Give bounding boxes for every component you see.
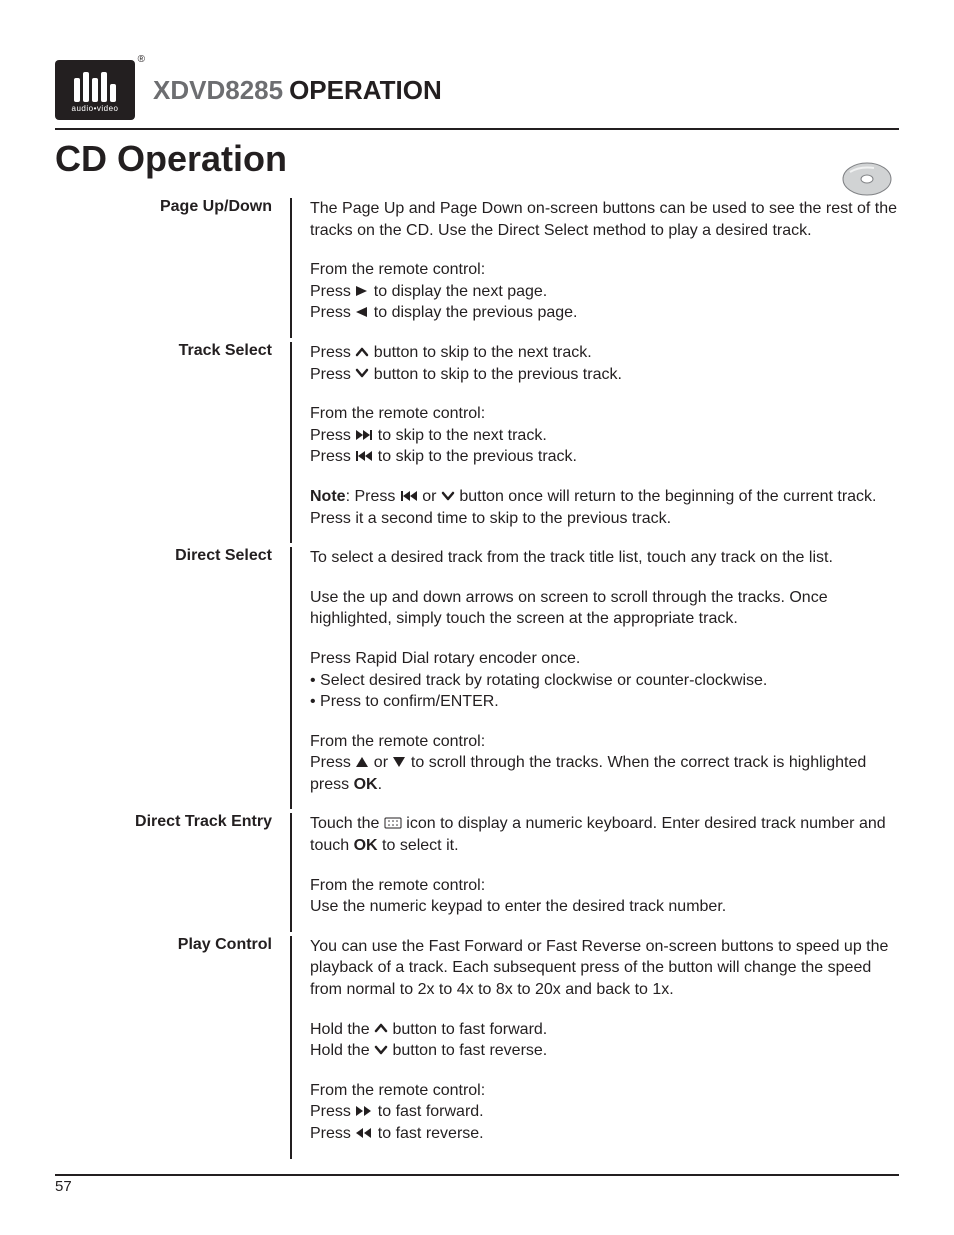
brand-logo: ® audio•video	[55, 60, 135, 120]
section-row: Direct Select To select a desired track f…	[95, 547, 899, 809]
header-title: XDVD8285 OPERATION	[153, 75, 442, 106]
section-body: Touch the icon to display a numeric keyb…	[290, 813, 899, 931]
footer-rule	[55, 1174, 899, 1176]
paragraph: To select a desired track from the track…	[310, 547, 899, 569]
section-label: Play Control	[95, 936, 290, 1159]
section-body: Press button to skip to the next track.P…	[290, 342, 899, 543]
section-label: Page Up/Down	[95, 198, 290, 338]
section-row: Track Select Press button to skip to the …	[95, 342, 899, 543]
paragraph: From the remote control:Press or to scro…	[310, 731, 899, 796]
section-body: You can use the Fast Forward or Fast Rev…	[290, 936, 899, 1159]
header-operation: OPERATION	[289, 75, 442, 106]
paragraph: Press Rapid Dial rotary encoder once.• S…	[310, 648, 899, 713]
model-number: XDVD8285	[153, 75, 283, 106]
paragraph: Use the up and down arrows on screen to …	[310, 587, 899, 630]
section-label: Direct Select	[95, 547, 290, 809]
header: ® audio•video XDVD8285 OPERATION	[55, 60, 899, 120]
section-row: Direct Track Entry Touch the icon to disp…	[95, 813, 899, 931]
paragraph: From the remote control:Use the numeric …	[310, 875, 899, 918]
paragraph: From the remote control:Press to display…	[310, 259, 899, 324]
paragraph: Touch the icon to display a numeric keyb…	[310, 813, 899, 856]
paragraph: Note: Press or button once will return t…	[310, 486, 899, 529]
paragraph: Hold the button to fast forward.Hold the…	[310, 1019, 899, 1062]
section-row: Page Up/Down The Page Up and Page Down on…	[95, 198, 899, 338]
header-rule	[55, 128, 899, 130]
footer: 57	[55, 1174, 899, 1195]
paragraph: Press button to skip to the next track.P…	[310, 342, 899, 385]
paragraph: From the remote control:Press to skip to…	[310, 403, 899, 468]
section-title: CD Operation	[55, 138, 899, 180]
paragraph: You can use the Fast Forward or Fast Rev…	[310, 936, 899, 1001]
logo-subtext: audio•video	[72, 104, 119, 113]
paragraph: The Page Up and Page Down on-screen butt…	[310, 198, 899, 241]
paragraph: From the remote control:Press to fast fo…	[310, 1080, 899, 1145]
section-label: Direct Track Entry	[95, 813, 290, 931]
section-label: Track Select	[95, 342, 290, 543]
cd-disc-icon	[840, 160, 894, 200]
section-row: Play Control You can use the Fast Forward…	[95, 936, 899, 1159]
content-body: Page Up/Down The Page Up and Page Down on…	[95, 198, 899, 1159]
page-number: 57	[55, 1178, 899, 1195]
section-body: The Page Up and Page Down on-screen butt…	[290, 198, 899, 338]
section-body: To select a desired track from the track…	[290, 547, 899, 809]
